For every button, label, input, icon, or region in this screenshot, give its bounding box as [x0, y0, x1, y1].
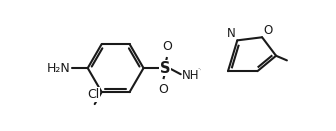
Text: NH: NH: [182, 69, 200, 82]
Text: Cl: Cl: [87, 88, 99, 101]
Text: O: O: [264, 23, 273, 37]
Text: S: S: [160, 61, 170, 76]
Text: H₂N: H₂N: [47, 62, 71, 75]
Text: O: O: [159, 83, 169, 96]
Text: N: N: [227, 27, 236, 40]
Text: O: O: [162, 40, 172, 53]
